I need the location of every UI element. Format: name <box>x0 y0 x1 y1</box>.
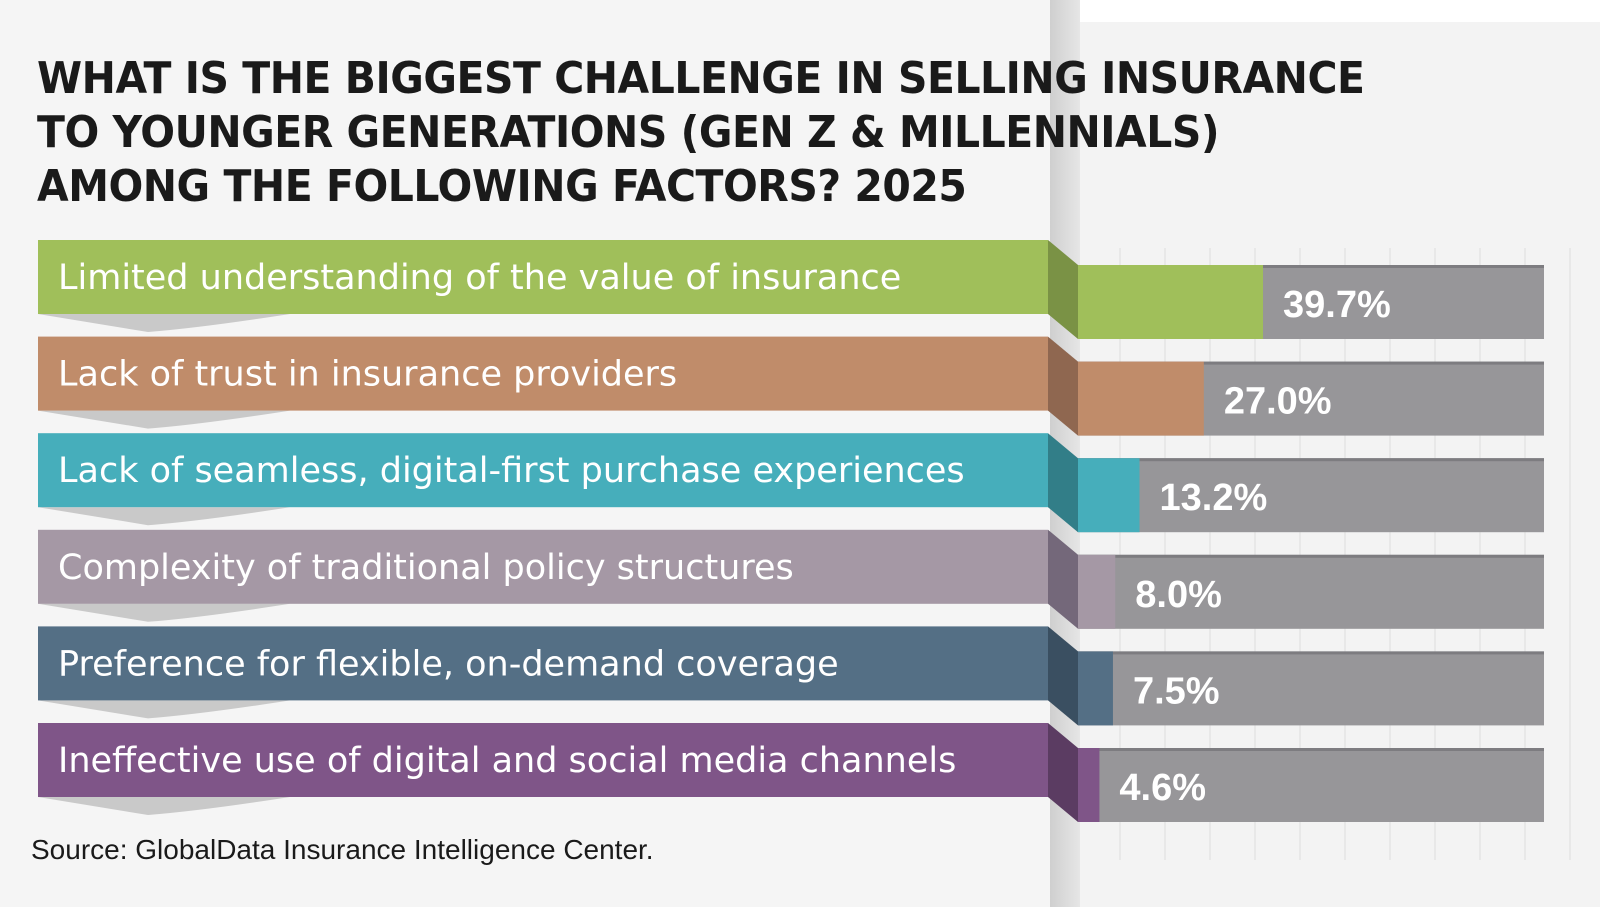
value-label: 27.0% <box>1224 381 1332 423</box>
category-label: Preference for flexible, on-demand cover… <box>58 644 839 684</box>
bar-track <box>1078 554 1544 629</box>
ribbon-fold <box>1048 336 1078 436</box>
category-label: Limited understanding of the value of in… <box>58 258 901 298</box>
bar <box>1078 361 1204 436</box>
label-shadow <box>38 314 290 332</box>
value-label: 4.6% <box>1119 767 1206 809</box>
ribbon-fold <box>1048 240 1078 339</box>
bar <box>1078 458 1140 533</box>
label-ribbon <box>38 723 1048 797</box>
title-line-2: TO YOUNGER GENERATIONS (GEN Z & MILLENNI… <box>37 107 1220 158</box>
label-shadow <box>38 507 290 526</box>
source-note: Source: GlobalData Insurance Intelligenc… <box>31 834 654 865</box>
bar-track <box>1078 458 1544 533</box>
ribbon-fold <box>1048 626 1078 726</box>
label-shadow <box>38 410 290 429</box>
bar-track-edge <box>1078 361 1544 365</box>
chart-title: WHAT IS THE BIGGEST CHALLENGE IN SELLING… <box>37 52 1365 214</box>
ribbon-fold <box>1048 433 1078 533</box>
label-ribbon <box>38 529 1048 604</box>
bar-track-edge <box>1078 265 1544 268</box>
bar-track-edge <box>1078 748 1544 751</box>
bar-track-edge <box>1078 651 1544 655</box>
bar-track-edge <box>1078 458 1544 462</box>
bar <box>1078 748 1100 822</box>
category-label: Complexity of traditional policy structu… <box>58 548 794 588</box>
value-label: 13.2% <box>1160 477 1268 519</box>
label-ribbon <box>38 626 1048 701</box>
category-label: Ineffective use of digital and social me… <box>58 741 956 781</box>
ribbon-fold <box>1048 529 1078 629</box>
ribbon-fold <box>1048 723 1078 822</box>
title-line-3: AMONG THE FOLLOWING FACTORS? 2025 <box>37 161 967 212</box>
label-ribbon <box>38 240 1048 314</box>
value-label: 8.0% <box>1135 574 1222 616</box>
category-label: Lack of seamless, digital-first purchase… <box>58 451 965 491</box>
value-label: 39.7% <box>1283 284 1391 326</box>
label-ribbon <box>38 336 1048 411</box>
label-shadow <box>38 700 290 719</box>
bar-track <box>1078 651 1544 726</box>
label-shadow <box>38 603 290 622</box>
bar <box>1078 554 1116 629</box>
bar <box>1078 651 1113 726</box>
title-line-1: WHAT IS THE BIGGEST CHALLENGE IN SELLING… <box>37 53 1365 104</box>
label-ribbon <box>38 433 1048 508</box>
bar <box>1078 265 1264 339</box>
value-label: 7.5% <box>1133 670 1220 712</box>
bar-track-edge <box>1078 554 1544 558</box>
bar-track <box>1078 748 1544 822</box>
label-shadow <box>38 797 290 815</box>
category-label: Lack of trust in insurance providers <box>58 355 677 395</box>
